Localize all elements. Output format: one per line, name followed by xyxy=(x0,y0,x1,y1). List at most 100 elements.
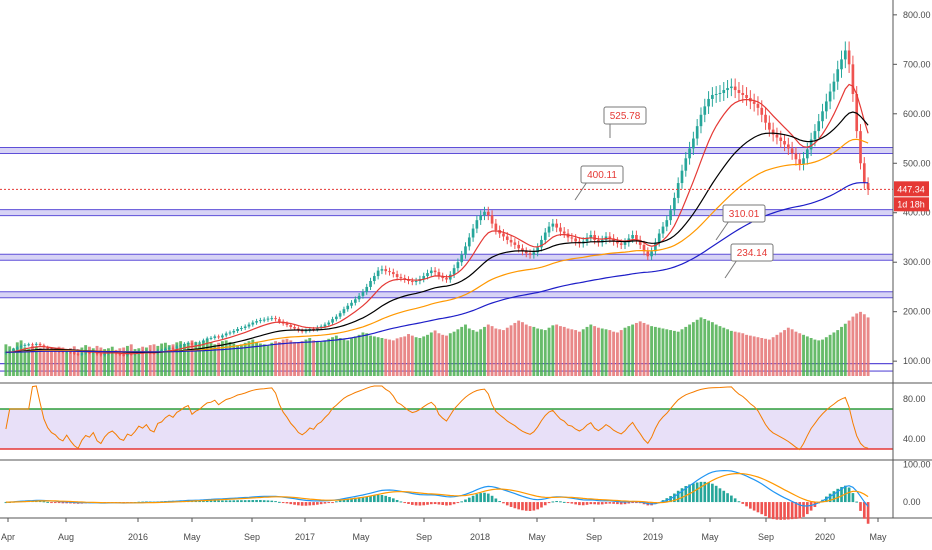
candle-body[interactable] xyxy=(805,149,809,159)
candle-body[interactable] xyxy=(543,232,547,240)
candle-body[interactable] xyxy=(266,318,270,320)
candle-body[interactable] xyxy=(338,313,342,317)
candle-body[interactable] xyxy=(23,344,27,346)
candle-body[interactable] xyxy=(638,239,642,245)
candle-body[interactable] xyxy=(851,64,855,94)
candle-body[interactable] xyxy=(665,220,669,227)
candle-body[interactable] xyxy=(787,144,790,149)
candle-body[interactable] xyxy=(783,141,786,145)
candle-body[interactable] xyxy=(589,235,593,238)
candle-body[interactable] xyxy=(304,330,308,332)
candle-body[interactable] xyxy=(84,352,87,354)
candle-body[interactable] xyxy=(490,215,494,224)
candle-body[interactable] xyxy=(179,345,182,347)
candle-body[interactable] xyxy=(171,347,175,349)
candle-body[interactable] xyxy=(433,270,437,273)
candle-body[interactable] xyxy=(669,210,672,221)
level-callout[interactable]: 310.01 xyxy=(715,204,766,241)
candle-body[interactable] xyxy=(619,243,623,245)
candle-body[interactable] xyxy=(513,242,517,245)
candle-body[interactable] xyxy=(429,270,433,274)
candle-body[interactable] xyxy=(46,347,50,349)
candle-body[interactable] xyxy=(483,211,486,216)
candle-body[interactable] xyxy=(733,86,737,91)
candle-body[interactable] xyxy=(376,270,380,277)
candle-body[interactable] xyxy=(711,94,714,99)
candle-body[interactable] xyxy=(441,276,445,279)
candle-body[interactable] xyxy=(259,320,262,322)
candle-body[interactable] xyxy=(528,253,532,255)
candle-body[interactable] xyxy=(384,269,388,272)
candle-body[interactable] xyxy=(388,271,391,273)
candle-body[interactable] xyxy=(612,238,615,242)
candle-body[interactable] xyxy=(680,170,684,184)
candle-body[interactable] xyxy=(293,327,296,329)
candle-body[interactable] xyxy=(730,86,733,89)
candle-body[interactable] xyxy=(460,254,464,263)
candle-body[interactable] xyxy=(471,228,475,238)
candle-body[interactable] xyxy=(289,325,293,328)
candle-body[interactable] xyxy=(285,323,289,326)
candle-body[interactable] xyxy=(27,344,31,346)
candle-body[interactable] xyxy=(391,272,395,275)
candle-body[interactable] xyxy=(699,114,703,127)
candle-body[interactable] xyxy=(414,281,418,283)
candle-body[interactable] xyxy=(255,321,258,323)
candle-body[interactable] xyxy=(217,336,220,338)
candle-body[interactable] xyxy=(103,353,106,356)
candle-body[interactable] xyxy=(684,158,688,171)
candle-body[interactable] xyxy=(676,183,680,198)
candle-body[interactable] xyxy=(817,121,821,132)
candle-body[interactable] xyxy=(319,326,323,328)
candle-body[interactable] xyxy=(316,327,319,330)
candle-body[interactable] xyxy=(12,349,15,352)
candle-body[interactable] xyxy=(494,223,498,231)
candle-body[interactable] xyxy=(559,227,562,232)
candle-body[interactable] xyxy=(593,235,596,240)
candle-body[interactable] xyxy=(198,342,201,344)
candle-body[interactable] xyxy=(532,252,536,255)
candle-body[interactable] xyxy=(756,103,760,108)
candle-body[interactable] xyxy=(714,94,718,95)
candle-body[interactable] xyxy=(574,238,577,242)
candle-body[interactable] xyxy=(452,268,456,275)
candle-body[interactable] xyxy=(737,90,741,94)
level-callout[interactable]: 234.14 xyxy=(724,243,774,279)
candle-body[interactable] xyxy=(768,122,771,130)
candle-body[interactable] xyxy=(422,276,426,280)
candle-body[interactable] xyxy=(570,237,574,239)
candle-body[interactable] xyxy=(745,94,748,98)
candle-body[interactable] xyxy=(221,335,224,338)
candle-body[interactable] xyxy=(703,106,707,115)
candle-body[interactable] xyxy=(540,239,543,248)
candle-body[interactable] xyxy=(38,343,42,346)
candle-body[interactable] xyxy=(236,329,239,331)
candle-body[interactable] xyxy=(479,215,483,221)
candle-body[interactable] xyxy=(251,322,255,325)
candle-body[interactable] xyxy=(19,345,23,348)
price-axis[interactable]: 800.00 700.00 600.00 500.00 400.00 300.00 200.… xyxy=(893,10,931,366)
candle-body[interactable] xyxy=(335,316,338,320)
candle-body[interactable] xyxy=(80,353,84,355)
candle-body[interactable] xyxy=(726,88,729,91)
time-axis[interactable]: Apr Aug 2016 May Sep 2017 May Sep 2018 May Sep 2019… xyxy=(1,518,887,542)
candle-body[interactable] xyxy=(585,237,589,242)
candle-body[interactable] xyxy=(72,352,76,354)
candle-body[interactable] xyxy=(122,354,125,356)
candle-body[interactable] xyxy=(232,330,236,333)
candle-body[interactable] xyxy=(361,291,365,296)
candle-body[interactable] xyxy=(369,281,372,287)
candle-body[interactable] xyxy=(862,163,866,184)
candle-body[interactable] xyxy=(654,242,657,252)
candle-body[interactable] xyxy=(278,319,281,322)
candle-body[interactable] xyxy=(635,235,638,240)
candle-body[interactable] xyxy=(616,241,619,244)
candle-body[interactable] xyxy=(866,183,870,190)
candle-body[interactable] xyxy=(631,235,634,239)
candle-body[interactable] xyxy=(828,91,832,102)
candle-body[interactable] xyxy=(354,299,357,303)
candle-body[interactable] xyxy=(802,158,805,165)
candle-body[interactable] xyxy=(555,223,558,228)
candle-body[interactable] xyxy=(741,93,745,95)
level-annotations[interactable]: 525.78 400.11 310.01 234.14 xyxy=(574,106,774,279)
